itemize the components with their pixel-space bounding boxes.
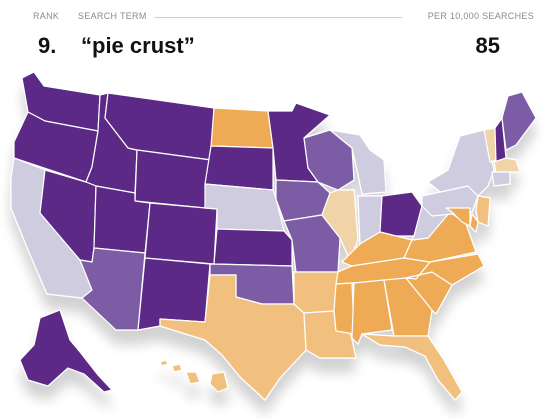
per-searches-column-label: PER 10,000 SEARCHES [427, 11, 534, 21]
state-ME [501, 91, 537, 151]
header-divider [154, 17, 402, 18]
state-AK [19, 309, 113, 393]
state-DE [469, 213, 479, 233]
state-MS [333, 282, 355, 335]
state-NJ [475, 195, 491, 227]
header: RANK SEARCH TERM PER 10,000 SEARCHES 9. … [0, 0, 545, 70]
score-value: 85 [475, 33, 500, 58]
state-WY [134, 149, 212, 209]
state-MI [329, 129, 387, 195]
state-SD [204, 145, 274, 191]
rank-column-label: RANK [33, 11, 60, 21]
state-AR [293, 271, 339, 314]
search-term-value: “pie crust” [81, 33, 195, 58]
state-NE [204, 183, 285, 232]
state-NM [137, 257, 211, 331]
state-TX [159, 274, 307, 401]
state-CO [144, 202, 218, 265]
state-FL [361, 333, 463, 401]
state-CT [491, 171, 511, 187]
state-KS [213, 228, 293, 267]
rank-value: 9. [38, 33, 57, 58]
state-MA [493, 157, 521, 173]
state-NY [427, 129, 495, 197]
state-HI [159, 359, 229, 393]
state-GA [383, 277, 433, 337]
state-MD [445, 207, 471, 227]
state-ND [210, 107, 274, 149]
search-term-column-label: SEARCH TERM [78, 11, 147, 21]
